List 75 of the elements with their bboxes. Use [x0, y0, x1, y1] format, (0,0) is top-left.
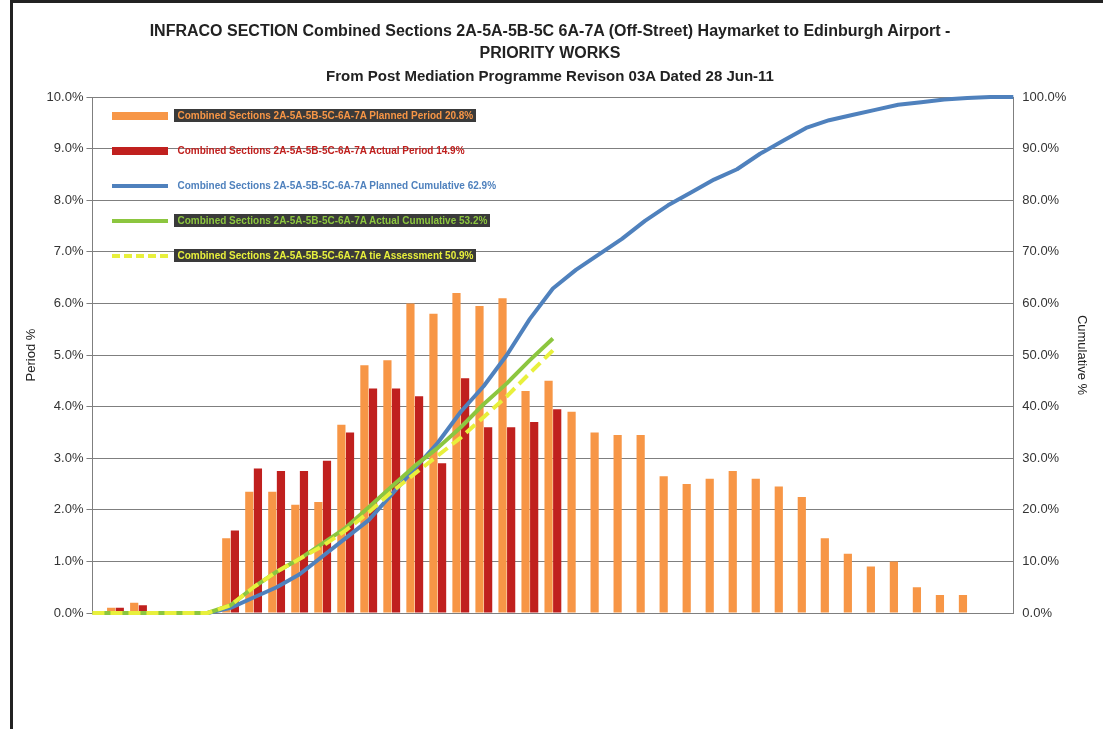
- y2-tick-label: 90.0%: [1022, 140, 1060, 156]
- bar: [484, 427, 493, 613]
- bar: [461, 378, 470, 613]
- bar: [429, 313, 438, 613]
- bar: [567, 411, 576, 613]
- bar: [222, 538, 231, 613]
- y-tick-label: 0.0%: [53, 604, 84, 620]
- bar: [498, 298, 507, 613]
- bar: [774, 486, 783, 613]
- bar: [705, 478, 714, 613]
- text: Combined Sections 2A-5A-5B-5C-6A-7A Planned Period 20.8%: [174, 109, 477, 122]
- bar: [368, 388, 378, 613]
- y2-tick-label: 80.0%: [1022, 191, 1060, 207]
- text: Combined Sections 2A-5A-5B-5C-6A-7A tie Assessment 50.9%: [174, 249, 477, 262]
- bar: [659, 476, 668, 613]
- bar: [958, 594, 968, 613]
- bar: [322, 460, 332, 613]
- bar: [728, 471, 737, 613]
- y2-tick-label: 10.0%: [1022, 552, 1060, 568]
- bar: [383, 360, 392, 613]
- y-tick-label: 10.0%: [46, 88, 84, 104]
- bar: [438, 463, 447, 613]
- y-tick-label: 6.0%: [53, 294, 84, 310]
- bar: [613, 434, 622, 613]
- y2-tick-label: 100.0%: [1022, 88, 1067, 104]
- bar: [414, 396, 424, 613]
- y-tick-label: 2.0%: [53, 501, 84, 517]
- chart-subtitle: From Post Mediation Programme Revison 03A Dated 28 Jun-11: [325, 67, 775, 84]
- bar: [889, 561, 898, 613]
- y2-tick-label: 30.0%: [1022, 449, 1060, 465]
- bar: [452, 293, 461, 613]
- y-tick-label: 1.0%: [53, 552, 84, 568]
- y-tick-label: 5.0%: [53, 346, 84, 362]
- bar: [507, 427, 516, 613]
- text: Combined Sections 2A-5A-5B-5C-6A-7A Planned Cumulative 62.9%: [176, 179, 498, 192]
- chart-title: INFRACO SECTION Combined Sections 2A-5A-5B-5C 6A-7A (Off-Street) Haymarket to Edinburgh Airport - PRIORITY WORKS: [148, 21, 952, 63]
- y2-axis-title: Cumulative %: [1074, 314, 1090, 396]
- bar: [797, 496, 806, 613]
- bar: [553, 409, 562, 613]
- bar: [521, 391, 530, 613]
- bar: [245, 491, 254, 613]
- bar: [590, 432, 599, 613]
- bar: [636, 434, 645, 613]
- y-tick-label: 7.0%: [53, 243, 84, 259]
- y2-tick-label: 0.0%: [1022, 604, 1053, 620]
- bar: [866, 566, 875, 613]
- y-tick-label: 4.0%: [53, 398, 84, 414]
- bar: [820, 538, 829, 613]
- bar: [268, 491, 277, 613]
- bar: [360, 365, 369, 613]
- bar: [337, 424, 346, 613]
- bar: [475, 305, 484, 613]
- bar: [345, 432, 355, 613]
- y2-tick-label: 40.0%: [1022, 398, 1060, 414]
- y2-tick-label: 20.0%: [1022, 501, 1060, 517]
- y-tick-label: 3.0%: [53, 449, 84, 465]
- y-tick-label: 9.0%: [53, 140, 84, 156]
- bar: [544, 380, 553, 613]
- bar: [406, 303, 415, 613]
- text: Combined Sections 2A-5A-5B-5C-6A-7A Actual Cumulative 53.2%: [174, 214, 491, 227]
- y2-tick-label: 60.0%: [1022, 294, 1060, 310]
- y-tick-label: 8.0%: [53, 191, 84, 207]
- bar: [843, 553, 852, 613]
- bar: [682, 484, 691, 613]
- bar: [253, 468, 263, 613]
- y2-tick-label: 70.0%: [1022, 243, 1060, 259]
- bar: [935, 594, 945, 613]
- y-axis-title: Period %: [23, 328, 39, 382]
- bar: [530, 422, 539, 613]
- bar: [299, 471, 309, 613]
- y2-tick-label: 50.0%: [1022, 346, 1060, 362]
- bar: [276, 471, 286, 613]
- bar: [751, 478, 760, 613]
- bar: [391, 388, 401, 613]
- bar: [912, 587, 922, 613]
